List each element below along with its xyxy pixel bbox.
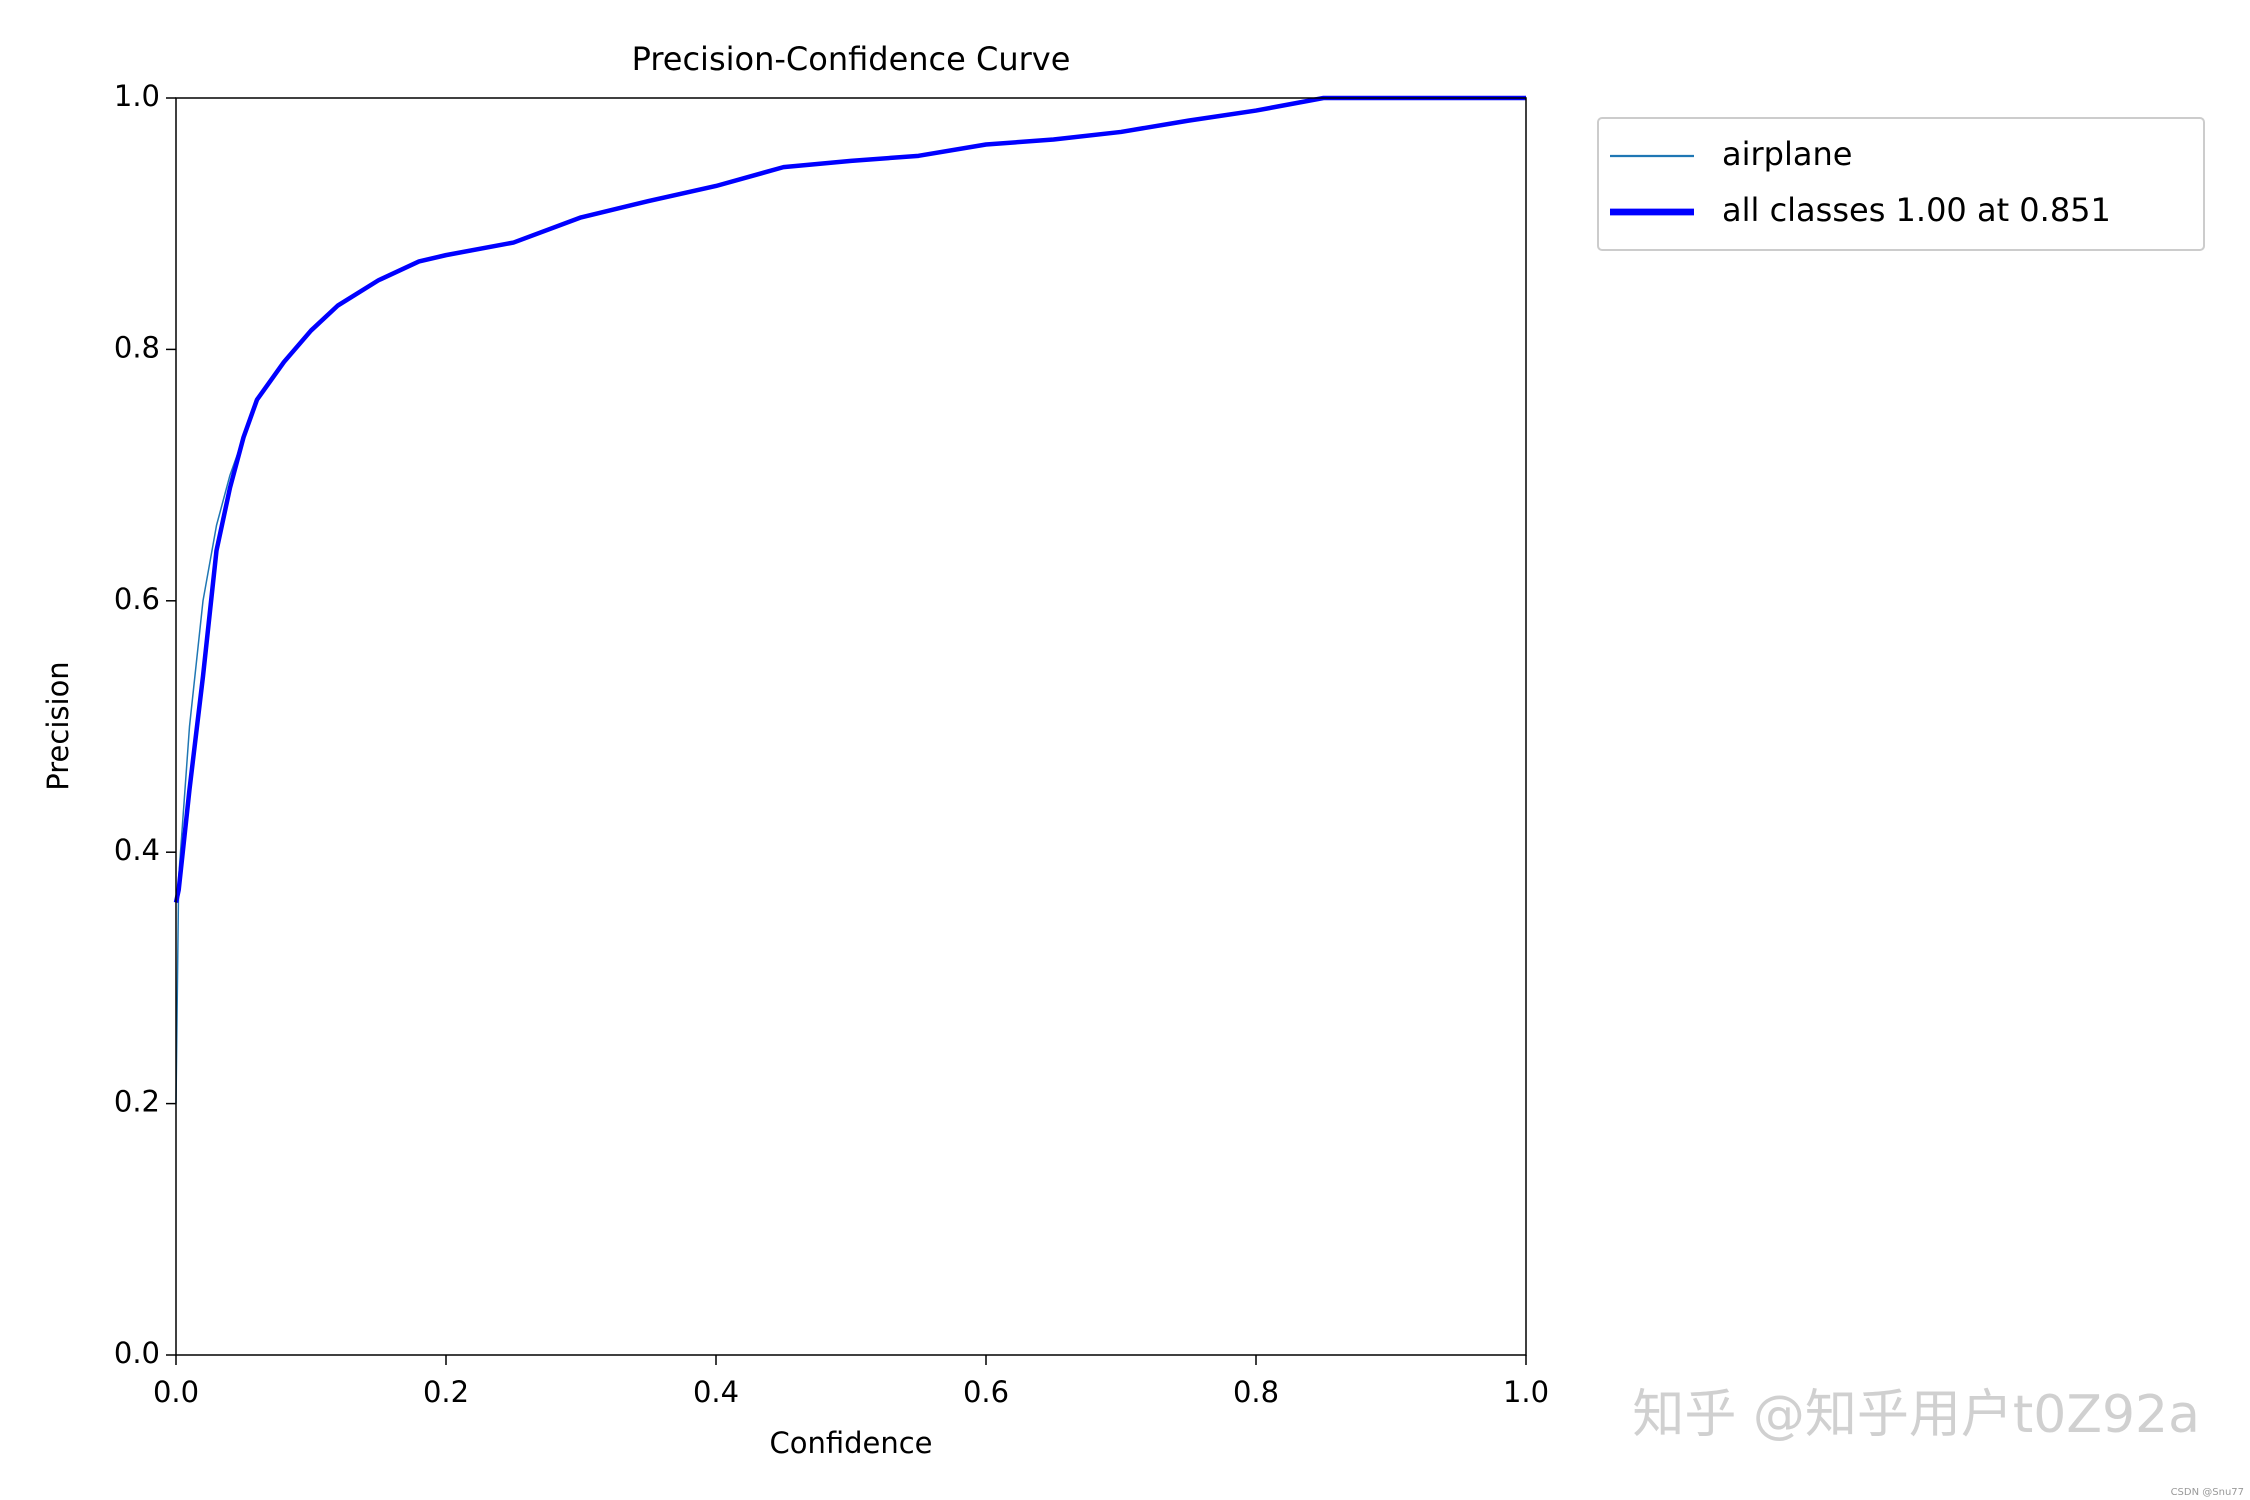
y-axis-label: Precision [41, 661, 75, 790]
y-tick-label: 0.6 [114, 582, 160, 616]
legend-label: airplane [1722, 135, 1852, 173]
watermark: 知乎 @知乎用户t0Z92a [1632, 1385, 2200, 1445]
watermark: CSDN @Snu77 [2171, 1487, 2244, 1498]
legend-label: all classes 1.00 at 0.851 [1722, 191, 2111, 229]
plot-frame [175, 97, 1527, 1356]
y-tick-label: 1.0 [114, 79, 160, 113]
line-series [175, 97, 1526, 1104]
legend-box [1597, 117, 2205, 251]
y-tick-label: 0.2 [114, 1085, 160, 1119]
x-tick-label: 0.8 [1233, 1375, 1279, 1409]
x-tick-label: 0.2 [423, 1375, 469, 1409]
y-tick-label: 0.0 [114, 1336, 160, 1370]
chart-title: Precision-Confidence Curve [632, 40, 1071, 78]
y-tick-label: 0.4 [114, 833, 160, 867]
x-tick-label: 0.0 [153, 1375, 199, 1409]
y-tick-label: 0.8 [114, 330, 160, 364]
x-tick-label: 1.0 [1503, 1375, 1549, 1409]
line-series [173, 95, 1526, 903]
x-tick-label: 0.6 [963, 1375, 1009, 1409]
x-tick-label: 0.4 [693, 1375, 739, 1409]
x-axis-label: Confidence [769, 1426, 932, 1460]
